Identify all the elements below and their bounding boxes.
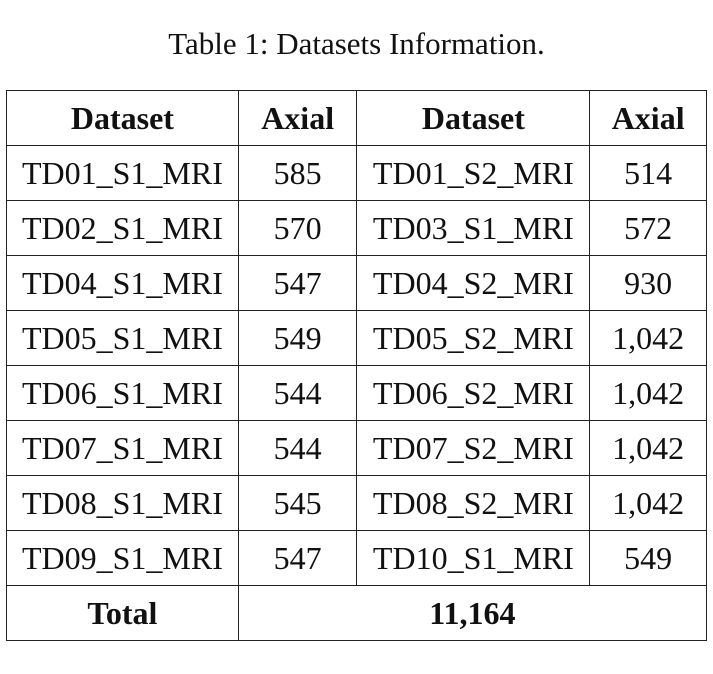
total-row: Total 11,164 (6, 585, 708, 641)
table-row: TD05_S1_MRI 549 TD05_S2_MRI 1,042 (6, 310, 707, 366)
table-cell: 585 (237, 145, 358, 201)
table-cell: 1,042 (589, 365, 707, 421)
table-cell: 547 (237, 255, 358, 311)
table-cell: TD06_S2_MRI (356, 365, 591, 421)
table-cell: TD08_S2_MRI (356, 475, 591, 531)
table-cell: 570 (237, 200, 358, 256)
table-cell: TD08_S1_MRI (6, 475, 239, 531)
table-cell: TD03_S1_MRI (356, 200, 591, 256)
table-cell: 1,042 (589, 475, 707, 531)
table-cell: 547 (237, 530, 358, 586)
table-cell: 1,042 (589, 420, 707, 476)
table-cell: 572 (589, 200, 707, 256)
table-cell: 930 (589, 255, 707, 311)
table-row: TD09_S1_MRI 547 TD10_S1_MRI 549 (6, 530, 707, 586)
table-row: TD02_S1_MRI 570 TD03_S1_MRI 572 (6, 200, 707, 256)
table-cell: TD05_S1_MRI (6, 310, 239, 366)
table-cell: TD01_S2_MRI (356, 145, 591, 201)
table-cell: 544 (237, 420, 358, 476)
table-cell: 545 (237, 475, 358, 531)
total-value: 11,164 (237, 585, 708, 641)
header-cell: Axial (589, 90, 707, 146)
table-cell: TD06_S1_MRI (6, 365, 239, 421)
header-cell: Axial (237, 90, 358, 146)
data-table: Dataset Axial Dataset Axial TD01_S1_MRI 585 TD… (6, 90, 708, 641)
header-cell: Dataset (6, 90, 239, 146)
table-cell: 549 (237, 310, 358, 366)
table-cell: 1,042 (589, 310, 707, 366)
header-row: Dataset Axial Dataset Axial (6, 90, 707, 146)
table-row: TD07_S1_MRI 544 TD07_S2_MRI 1,042 (6, 420, 707, 476)
table-row: TD01_S1_MRI 585 TD01_S2_MRI 514 (6, 145, 707, 201)
table-row: TD06_S1_MRI 544 TD06_S2_MRI 1,042 (6, 365, 707, 421)
table-row: TD08_S1_MRI 545 TD08_S2_MRI 1,042 (6, 475, 707, 531)
table-cell: TD07_S1_MRI (6, 420, 239, 476)
table-cell: TD09_S1_MRI (6, 530, 239, 586)
total-label: Total (6, 585, 239, 641)
table-cell: TD05_S2_MRI (356, 310, 591, 366)
table-cell: TD04_S1_MRI (6, 255, 239, 311)
table-cell: TD01_S1_MRI (6, 145, 239, 201)
table-caption: Table 1: Datasets Information. (168, 26, 545, 61)
table-cell: 549 (589, 530, 707, 586)
table-cell: TD07_S2_MRI (356, 420, 591, 476)
table-cell: 544 (237, 365, 358, 421)
header-cell: Dataset (356, 90, 591, 146)
table-cell: TD10_S1_MRI (356, 530, 591, 586)
table-cell: 514 (589, 145, 707, 201)
table-row: TD04_S1_MRI 547 TD04_S2_MRI 930 (6, 255, 707, 311)
table-cell: TD02_S1_MRI (6, 200, 239, 256)
table-cell: TD04_S2_MRI (356, 255, 591, 311)
